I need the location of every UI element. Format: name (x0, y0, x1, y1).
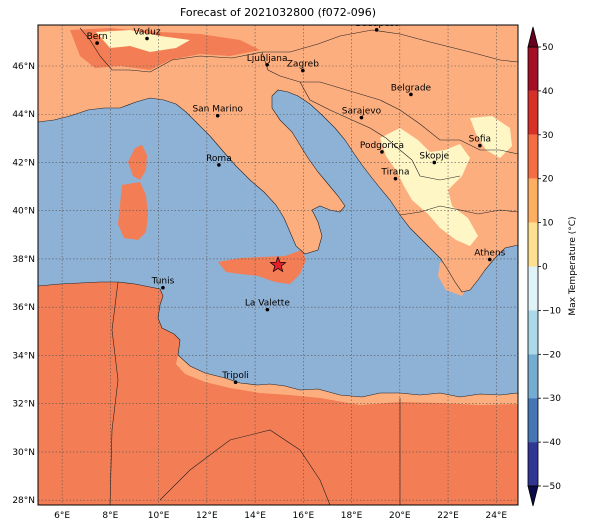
city-dot (478, 143, 482, 148)
colorbar-level (528, 178, 538, 223)
colorbar-level (528, 47, 538, 91)
city-dot (265, 62, 269, 67)
city-dot (409, 92, 413, 97)
city-dot (359, 115, 364, 120)
city-label: San Marino (192, 105, 243, 115)
colorbar-level (528, 354, 538, 399)
latitude-tick-labels: 46°N 44°N 42°N 40°N 38°N 36°N 34°N 32°N 30°N 28°N (12, 62, 35, 506)
city-dot (233, 380, 238, 385)
city-label: Bern (87, 32, 108, 42)
colorbar-level (528, 442, 538, 486)
colorbar-min-extend (527, 485, 539, 507)
latitude-tick-label: 44°N (12, 110, 35, 120)
colorbar-level (528, 310, 538, 355)
colorbar-level (528, 266, 538, 311)
longitude-tick-labels: 6°E 8°E 10°E 12°E 14°E 16°E 18°E 20°E 22°E 24°E (54, 511, 507, 521)
colorbar-level (528, 222, 538, 267)
city-label: Tunis (151, 277, 175, 287)
colorbar-tick-label: 50 (542, 43, 554, 53)
latitude-tick-label: 40°N (12, 207, 35, 217)
map-title: Forecast of 2021032800 (f072-096) (179, 6, 377, 19)
colorbar-tick-label: −50 (542, 482, 561, 492)
city-label: Budapest (355, 19, 398, 29)
longitude-tick-label: 22°E (437, 511, 459, 521)
city-label: Vaduz (133, 28, 160, 38)
latitude-tick-label: 32°N (12, 400, 35, 410)
latitude-tick-label: 34°N (12, 351, 35, 361)
longitude-tick-label: 8°E (102, 511, 118, 521)
city-label: La Valette (245, 299, 290, 309)
city-label: Athens (474, 248, 505, 258)
city-label: Sofia (469, 135, 491, 145)
colorbar-max-extend (527, 26, 539, 48)
city-dot (145, 36, 149, 41)
colorbar-level (528, 90, 538, 135)
colorbar-level (528, 398, 538, 443)
city-label: Roma (206, 154, 232, 164)
longitude-tick-label: 24°E (485, 511, 507, 521)
europe-land (38, 25, 518, 292)
colorbar-label: Max Temperature (°C) (568, 216, 578, 315)
colorbar-tick-label: 30 (542, 131, 554, 141)
city-label: Podgorica (360, 141, 404, 151)
city-dot (432, 160, 437, 165)
city-label: Tripoli (221, 371, 249, 381)
city-label: Tirana (380, 168, 409, 178)
city-dot (161, 285, 165, 290)
colorbar-tick-label: −40 (542, 438, 561, 448)
longitude-tick-label: 10°E (148, 511, 170, 521)
longitude-tick-label: 16°E (293, 511, 315, 521)
forecast-location-star-icon[interactable] (269, 256, 287, 273)
peloponnese-land (438, 262, 470, 296)
colorbar-tick-label: −30 (542, 394, 561, 404)
longitude-tick-label: 6°E (54, 511, 70, 521)
city-dot (95, 41, 99, 45)
colorbar-level (528, 134, 538, 179)
map-frame (37, 24, 519, 506)
city-dot (487, 257, 492, 262)
coastal-band (176, 355, 518, 405)
latitude-tick-label: 28°N (12, 496, 35, 506)
colorbar-tick-label: 0 (542, 263, 548, 273)
city-dot (393, 176, 398, 181)
latitude-tick-label: 38°N (12, 255, 35, 265)
city-dot (380, 150, 384, 154)
colorbar-tick-label: 10 (542, 219, 554, 229)
city-label: Skopje (419, 151, 449, 161)
city-label: Sarajevo (342, 107, 382, 117)
longitude-tick-label: 12°E (196, 511, 218, 521)
temperature-colorbar: 50 40 30 20 10 0 −10 −20 −30 −40 −50 (527, 26, 561, 507)
longitude-tick-label: 18°E (341, 511, 363, 521)
latitude-tick-label: 36°N (12, 303, 35, 313)
sicily-land (218, 250, 306, 284)
alps-cold (96, 30, 190, 52)
colorbar-tick-label: −20 (542, 350, 561, 360)
city-dot (215, 113, 220, 118)
colorbar-tick-label: 40 (542, 87, 554, 97)
colorbar-tick-label: 20 (542, 175, 554, 185)
longitude-tick-label: 14°E (244, 511, 266, 521)
city-label: Ljubljana (247, 54, 288, 64)
city-label: Belgrade (391, 83, 432, 93)
balkans-cold (380, 128, 478, 246)
latitude-tick-label: 46°N (12, 62, 35, 72)
city-label: Zagreb (287, 60, 319, 70)
city-dot (301, 68, 305, 73)
city-dot (265, 307, 270, 312)
colorbar-tick-label: −10 (542, 306, 561, 316)
country-borders (38, 27, 518, 505)
city-dot (374, 28, 379, 32)
longitude-tick-label: 20°E (389, 511, 411, 521)
latitude-tick-label: 42°N (12, 158, 35, 168)
latitude-tick-label: 30°N (12, 448, 35, 458)
balkans-cold-2 (470, 116, 512, 158)
city-dot (217, 163, 221, 167)
